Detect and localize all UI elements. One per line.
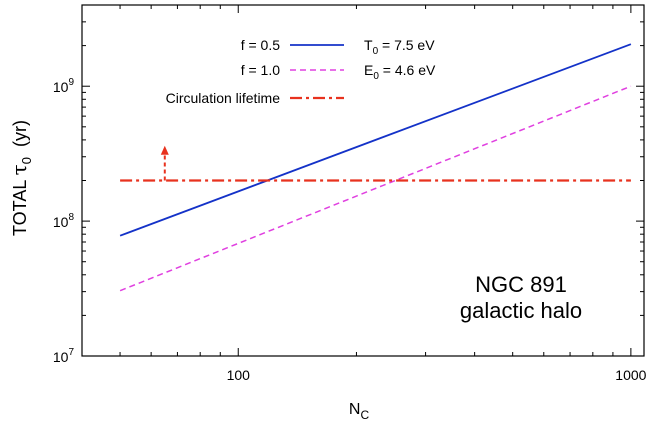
param-e0: E0 = 4.6 eV: [364, 62, 436, 82]
series-line-0: [119, 43, 632, 237]
x-tick-label-0: 100: [227, 367, 251, 383]
y-tick-label-2: 109: [53, 77, 75, 95]
y-tick-label-1: 108: [53, 212, 75, 230]
param-t0: T0 = 7.5 eV: [364, 37, 435, 57]
x-axis-label: NC: [349, 401, 370, 422]
series-line-1: [119, 85, 632, 292]
annotation: NGC 891 galactic halo: [460, 272, 582, 323]
legend-label-1: f = 1.0: [241, 62, 281, 78]
lower-limit-arrow-head: [160, 145, 169, 155]
axis-ticks: 100 1000 107 108 109: [53, 4, 647, 383]
y-axis-label: TOTAL τ0(yr): [7, 120, 34, 236]
x-tick-label-1: 1000: [615, 367, 646, 383]
series-layer: [119, 43, 632, 292]
annotation-line-1: NGC 891: [475, 272, 567, 297]
annotation-line-2: galactic halo: [460, 298, 582, 323]
y-tick-label-0: 107: [53, 347, 75, 365]
legend: f = 0.5 f = 1.0 Circulation lifetime: [166, 37, 344, 106]
legend-label-2: Circulation lifetime: [166, 90, 281, 106]
legend-label-0: f = 0.5: [241, 37, 281, 53]
parameters: T0 = 7.5 eV E0 = 4.6 eV: [364, 37, 436, 82]
